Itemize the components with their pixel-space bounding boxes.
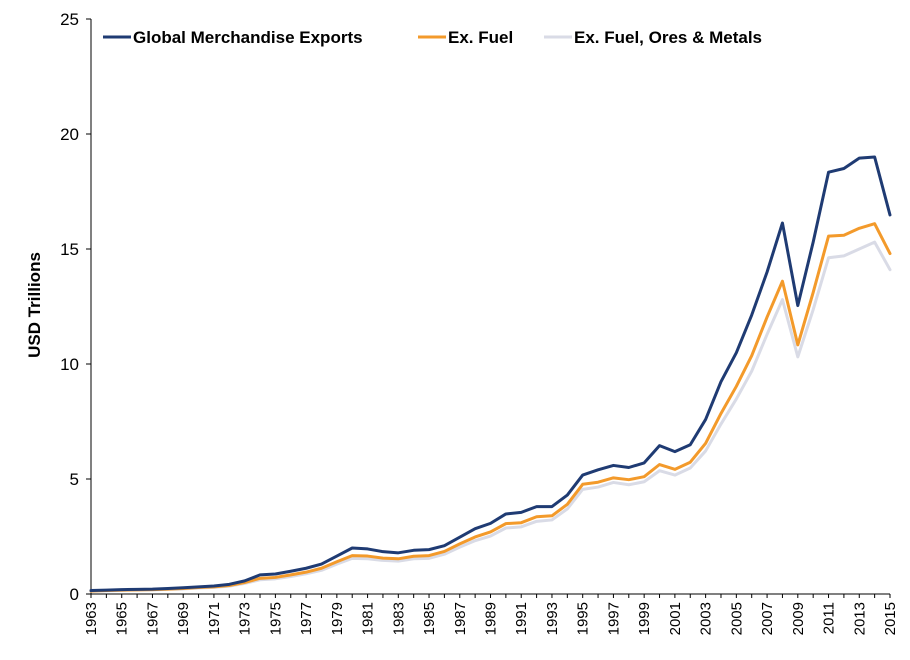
series-line-global-merchandise-exports bbox=[89, 155, 892, 593]
x-tick-label: 2003 bbox=[698, 602, 715, 635]
x-tick-label: 1987 bbox=[452, 602, 469, 635]
legend-label: Ex. Fuel, Ores & Metals bbox=[574, 28, 762, 47]
y-axis-label: USD Trillions bbox=[25, 252, 44, 358]
x-tick-label: 1997 bbox=[605, 602, 622, 635]
x-tick-label: 1975 bbox=[267, 602, 284, 635]
legend-label: Ex. Fuel bbox=[448, 28, 513, 47]
legend: Global Merchandise Exports Ex. Fuel Ex. Fu… bbox=[103, 28, 762, 47]
x-tick-label: 1965 bbox=[114, 602, 131, 635]
x-tick-label: 2011 bbox=[821, 602, 838, 634]
x-tick-label: 1999 bbox=[636, 602, 653, 635]
y-tick-label: 15 bbox=[60, 240, 79, 259]
legend-label: Global Merchandise Exports bbox=[133, 28, 363, 47]
series-line-ex-fuel-ores-metals bbox=[89, 240, 892, 593]
x-tick-label: 1983 bbox=[390, 602, 407, 635]
x-tick-label: 1985 bbox=[421, 602, 438, 635]
y-axis: 0 5 10 15 20 25 bbox=[60, 10, 92, 604]
x-tick-label: 1971 bbox=[206, 602, 223, 635]
y-tick-label: 0 bbox=[70, 585, 79, 604]
y-tick-label: 10 bbox=[60, 355, 79, 374]
x-tick-label: 2009 bbox=[790, 602, 807, 635]
x-tick-label: 2007 bbox=[759, 602, 776, 635]
x-tick-label: 2001 bbox=[667, 602, 684, 635]
plot-area bbox=[89, 155, 892, 593]
x-tick-label: 2013 bbox=[851, 602, 868, 635]
y-tick-label: 25 bbox=[60, 10, 79, 29]
x-tick-label: 2015 bbox=[882, 602, 899, 635]
x-tick-label: 1969 bbox=[175, 602, 192, 635]
x-tick-label: 1977 bbox=[298, 602, 315, 635]
x-tick-label: 1981 bbox=[360, 602, 377, 635]
y-tick-label: 20 bbox=[60, 125, 79, 144]
x-tick-label: 1995 bbox=[575, 602, 592, 635]
x-tick-label: 1991 bbox=[513, 602, 530, 635]
x-tick-label: 2005 bbox=[728, 602, 745, 635]
x-tick-label: 1993 bbox=[544, 602, 561, 635]
x-axis: 1963 1965 1967 1969 1971 1973 1975 1977 1979 1981… bbox=[83, 593, 899, 635]
x-tick-label: 1967 bbox=[144, 602, 161, 635]
x-tick-label: 1979 bbox=[329, 602, 346, 635]
x-tick-label: 1963 bbox=[83, 602, 100, 635]
x-tick-label: 1973 bbox=[237, 602, 254, 635]
x-tick-label: 1989 bbox=[483, 602, 500, 635]
y-tick-label: 5 bbox=[70, 470, 79, 489]
